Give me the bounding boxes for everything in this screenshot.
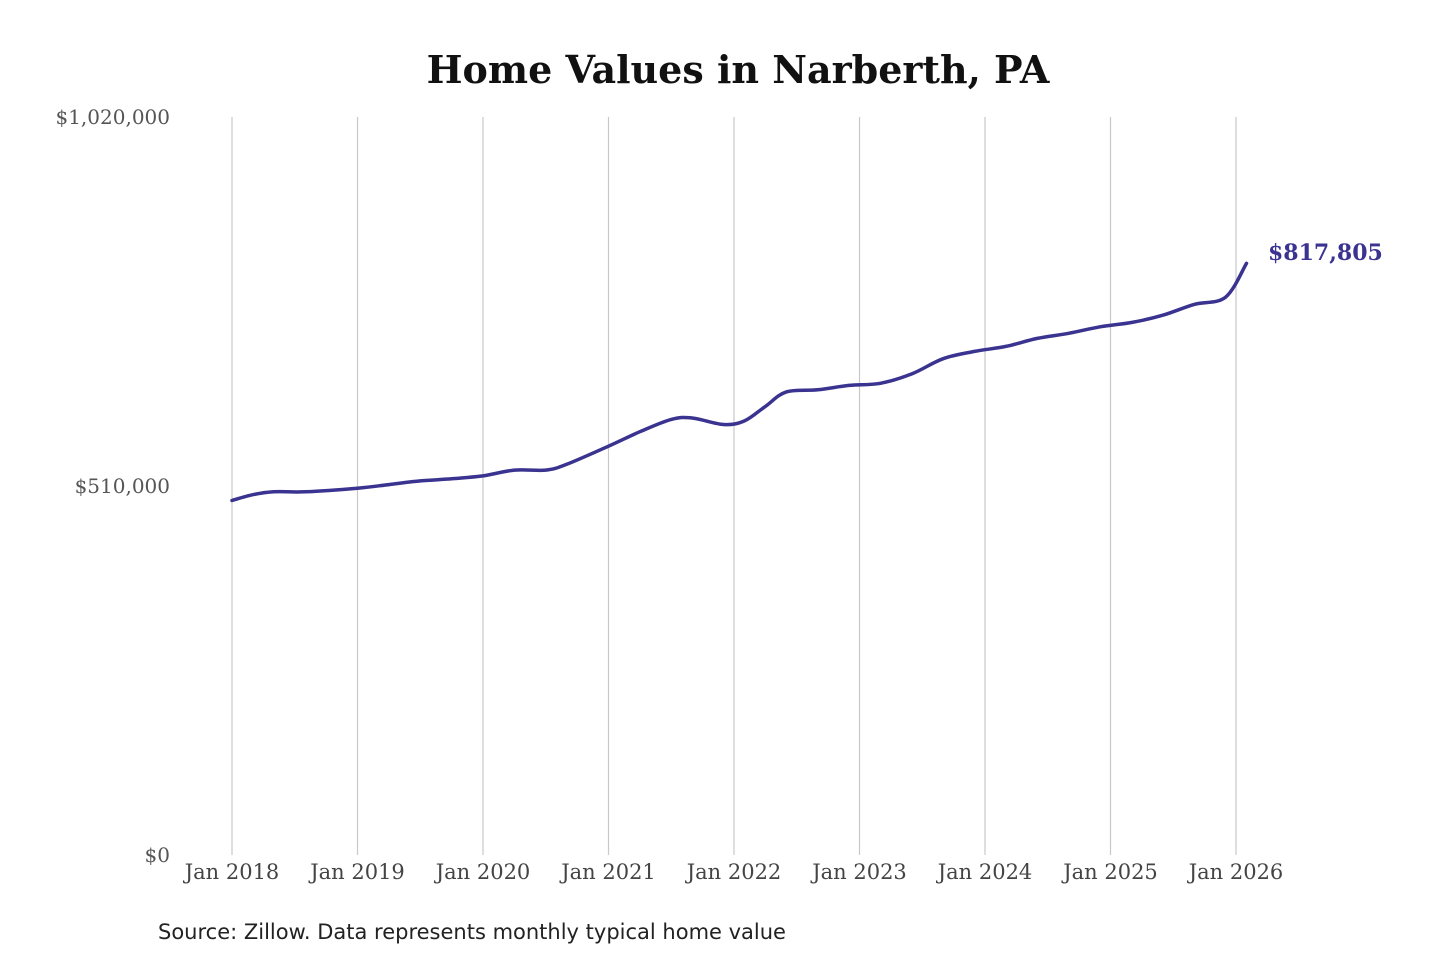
x-tick-label: Jan 2024	[936, 860, 1033, 884]
y-tick-label: $1,020,000	[55, 105, 170, 129]
y-axis-ticks: $0 $510,000 $1,020,000	[55, 105, 170, 867]
end-value-label: $817,805	[1268, 240, 1383, 266]
y-tick-label: $510,000	[75, 474, 170, 498]
series-layer	[230, 261, 1249, 503]
x-tick-label: Jan 2020	[434, 860, 531, 884]
y-tick-label: $0	[145, 843, 170, 867]
x-tick-label: Jan 2018	[183, 860, 280, 884]
x-tick-label: Jan 2026	[1187, 860, 1284, 884]
x-tick-label: Jan 2021	[559, 860, 656, 884]
gridlines	[231, 117, 1237, 855]
x-tick-label: Jan 2019	[308, 860, 405, 884]
x-tick-label: Jan 2023	[810, 860, 907, 884]
series-line-0	[230, 261, 1249, 503]
x-tick-label: Jan 2025	[1061, 860, 1158, 884]
chart-title: Home Values in Narberth, PA	[427, 47, 1050, 92]
x-axis-ticks: Jan 2018 Jan 2019 Jan 2020 Jan 2021 Jan 2022…	[183, 860, 1284, 884]
x-tick-label: Jan 2022	[685, 860, 782, 884]
source-note: Source: Zillow. Data represents monthly …	[158, 920, 786, 944]
